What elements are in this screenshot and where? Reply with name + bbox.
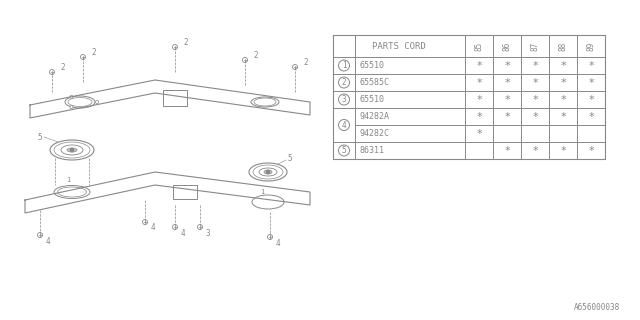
Ellipse shape: [68, 98, 92, 107]
Ellipse shape: [58, 187, 86, 197]
Text: *: *: [560, 111, 566, 122]
Text: 89: 89: [586, 41, 595, 51]
Bar: [173, 185, 197, 199]
Circle shape: [81, 54, 86, 60]
Text: *: *: [588, 94, 594, 105]
Circle shape: [173, 225, 177, 229]
Text: 5: 5: [38, 132, 42, 141]
Circle shape: [173, 44, 177, 50]
Text: *: *: [532, 111, 538, 122]
Circle shape: [339, 94, 349, 105]
Circle shape: [49, 69, 54, 75]
Text: *: *: [504, 111, 510, 122]
Ellipse shape: [65, 96, 95, 108]
Text: 4: 4: [342, 121, 346, 130]
Text: 2: 2: [60, 62, 65, 71]
Circle shape: [243, 58, 248, 62]
Text: *: *: [476, 94, 482, 105]
Ellipse shape: [251, 97, 279, 107]
Text: *: *: [476, 77, 482, 87]
Text: 2: 2: [91, 47, 95, 57]
Text: 3: 3: [342, 95, 346, 104]
Ellipse shape: [254, 98, 276, 106]
Text: *: *: [504, 146, 510, 156]
Text: 2: 2: [342, 78, 346, 87]
Text: 65585C: 65585C: [359, 78, 389, 87]
Circle shape: [266, 170, 270, 174]
Text: *: *: [532, 77, 538, 87]
Text: *: *: [588, 60, 594, 70]
Ellipse shape: [259, 168, 277, 176]
Bar: [163, 90, 187, 106]
Text: *: *: [532, 94, 538, 105]
Text: 87: 87: [531, 41, 540, 51]
Circle shape: [339, 77, 349, 88]
Circle shape: [70, 148, 74, 152]
Text: 1: 1: [66, 177, 70, 183]
Text: *: *: [588, 77, 594, 87]
Text: 2: 2: [303, 58, 308, 67]
Text: 88: 88: [559, 41, 568, 51]
Circle shape: [339, 119, 349, 131]
Text: *: *: [504, 60, 510, 70]
Circle shape: [70, 106, 73, 109]
Text: 86: 86: [502, 41, 511, 51]
Text: 86311: 86311: [359, 146, 384, 155]
Circle shape: [143, 220, 147, 225]
Ellipse shape: [61, 145, 83, 155]
Text: 94282C: 94282C: [359, 129, 389, 138]
Text: *: *: [588, 111, 594, 122]
Text: 2: 2: [253, 51, 258, 60]
Text: *: *: [504, 94, 510, 105]
Text: 4: 4: [276, 238, 280, 247]
Ellipse shape: [67, 148, 77, 152]
Text: 65510: 65510: [359, 61, 384, 70]
Text: *: *: [476, 129, 482, 139]
Text: A656000038: A656000038: [573, 303, 620, 312]
Text: 2: 2: [183, 37, 188, 46]
Ellipse shape: [253, 165, 283, 179]
Circle shape: [70, 95, 73, 98]
Text: 1: 1: [342, 61, 346, 70]
Circle shape: [292, 65, 298, 69]
Ellipse shape: [249, 163, 287, 181]
Text: 5: 5: [342, 146, 346, 155]
Ellipse shape: [54, 142, 90, 158]
Circle shape: [339, 60, 349, 71]
Text: PARTS CORD: PARTS CORD: [372, 42, 426, 51]
Text: *: *: [476, 60, 482, 70]
Text: 5: 5: [288, 154, 292, 163]
Text: *: *: [560, 60, 566, 70]
Text: 1: 1: [260, 189, 264, 195]
Text: *: *: [560, 77, 566, 87]
Circle shape: [198, 225, 202, 229]
Text: 4: 4: [151, 223, 156, 233]
Text: *: *: [504, 77, 510, 87]
Ellipse shape: [50, 140, 94, 160]
Text: *: *: [560, 146, 566, 156]
Circle shape: [38, 233, 42, 237]
Ellipse shape: [252, 195, 284, 209]
Circle shape: [268, 235, 273, 239]
Text: *: *: [532, 146, 538, 156]
Text: 4: 4: [181, 228, 186, 237]
Circle shape: [95, 100, 99, 103]
Text: 4: 4: [46, 236, 51, 245]
Text: *: *: [588, 146, 594, 156]
Text: 94282A: 94282A: [359, 112, 389, 121]
Text: 85: 85: [474, 41, 483, 51]
Text: *: *: [560, 94, 566, 105]
Bar: [333, 35, 605, 159]
Text: 3: 3: [206, 228, 211, 237]
Circle shape: [339, 145, 349, 156]
Text: *: *: [532, 60, 538, 70]
Ellipse shape: [54, 186, 90, 198]
Text: *: *: [476, 111, 482, 122]
Ellipse shape: [264, 170, 272, 174]
Text: 65510: 65510: [359, 95, 384, 104]
